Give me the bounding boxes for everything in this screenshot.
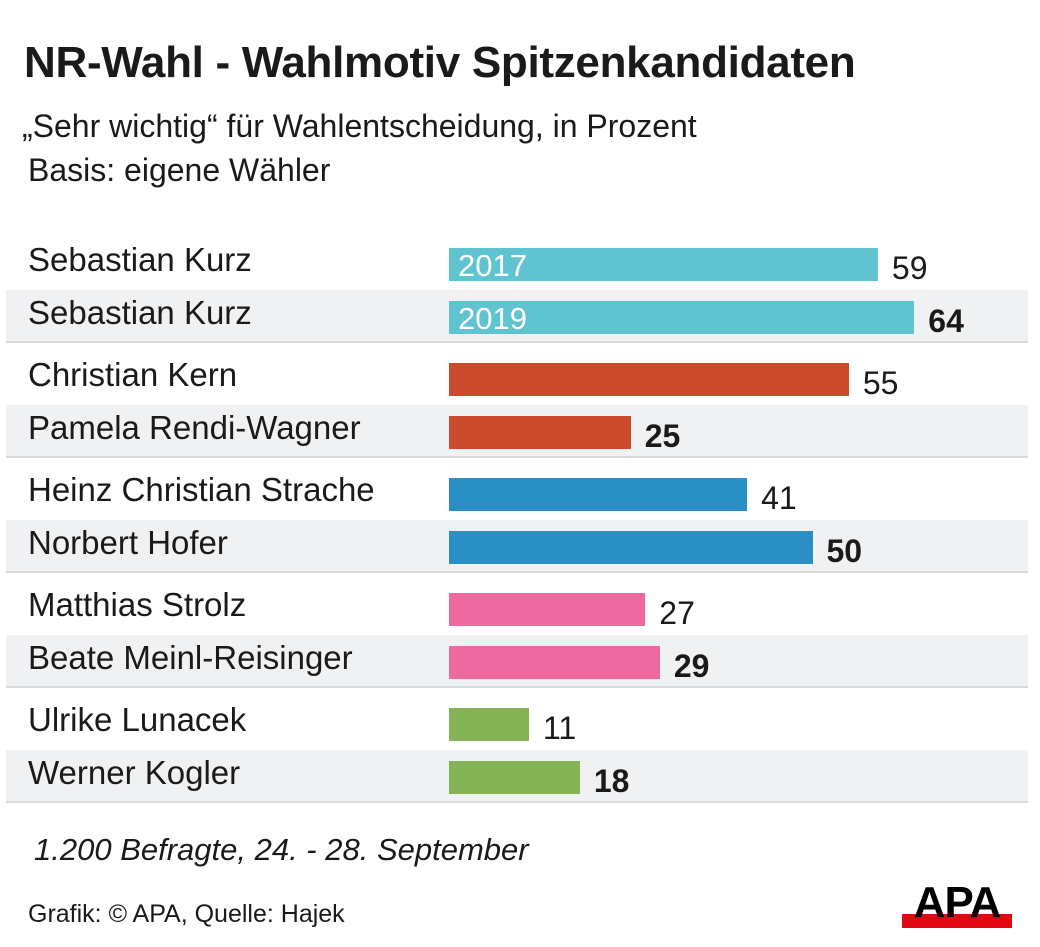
bar-category-label: Sebastian Kurz — [28, 294, 252, 331]
bar-value-label: 50 — [826, 533, 863, 569]
bar — [449, 531, 813, 564]
bar-category-label: Norbert Hofer — [28, 524, 228, 561]
bar — [449, 708, 529, 741]
bar-year-label: 2017 — [458, 248, 527, 283]
bar — [449, 593, 646, 626]
bar-category-label: Sebastian Kurz — [28, 241, 252, 278]
bar-year-label: 2019 — [458, 301, 527, 336]
bar-value-label: 64 — [928, 303, 964, 339]
chart-note: 1.200 Befragte, 24. - 28. September — [34, 832, 529, 867]
bar — [449, 416, 631, 449]
bar — [449, 761, 580, 794]
bar-value-label: 11 — [542, 710, 577, 746]
bar-value-label: 25 — [644, 418, 681, 454]
chart-basis: Basis: eigene Wähler — [28, 152, 331, 188]
bar-category-label: Heinz Christian Strache — [28, 471, 375, 508]
chart-subtitle: „Sehr wichtig“ für Wahlentscheidung, in … — [22, 108, 697, 144]
apa-logo: APA — [902, 880, 1012, 928]
bar-value-label: 41 — [761, 480, 797, 516]
bar-value-label: 55 — [862, 365, 899, 401]
bar: 2019 — [449, 301, 915, 336]
bar-category-label: Matthias Strolz — [28, 586, 247, 623]
bar: 2017 — [449, 248, 878, 283]
bar — [449, 478, 748, 511]
bar-value-label: 27 — [659, 595, 695, 631]
bar — [449, 646, 660, 679]
svg-text:APA: APA — [914, 880, 1001, 927]
row-background — [6, 520, 1028, 573]
bar-category-label: Christian Kern — [28, 356, 238, 393]
bar-value-label: 18 — [593, 763, 630, 799]
chart-title: NR-Wahl - Wahlmotiv Spitzenkandidaten — [24, 38, 856, 87]
bar-value-label: 59 — [891, 250, 928, 286]
bar — [449, 363, 849, 396]
bar-value-label: 29 — [673, 648, 710, 684]
bar-category-label: Beate Meinl-Reisinger — [28, 639, 353, 676]
bar-category-label: Werner Kogler — [28, 754, 241, 791]
bar-category-label: Pamela Rendi-Wagner — [28, 409, 361, 446]
chart-credit: Grafik: © APA, Quelle: Hajek — [28, 900, 345, 928]
bar-category-label: Ulrike Lunacek — [28, 701, 247, 738]
